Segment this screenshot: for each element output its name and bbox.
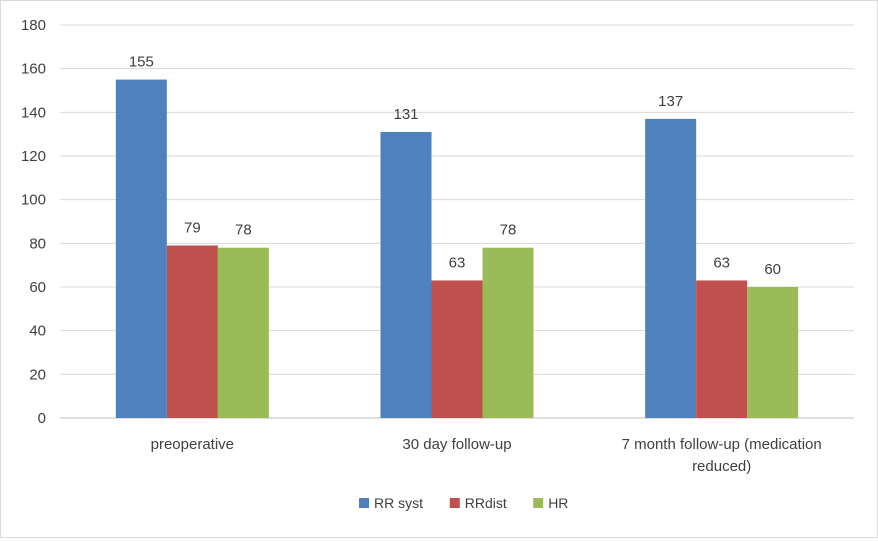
legend-swatch [359,498,369,508]
y-tick-label: 180 [21,17,46,34]
data-label: 155 [129,54,154,71]
bar [696,280,748,418]
x-tick-label: preoperative [151,436,234,453]
bar [166,245,218,418]
data-label: 63 [713,254,730,271]
bar [217,247,269,418]
legend-label: RR syst [374,495,423,511]
data-label: 137 [658,93,683,110]
legend-swatch [449,498,460,508]
bar [431,280,483,418]
data-label: 79 [184,220,201,237]
bar [482,247,534,418]
data-label: 78 [500,222,517,239]
x-tick-label: 7 month follow-up (medication [622,436,822,453]
bar [645,118,697,418]
y-tick-label: 40 [29,323,46,340]
bar [380,131,432,418]
y-tick-label: 60 [29,279,46,296]
legend-label: HR [548,495,568,511]
x-tick-label: 30 day follow-up [402,436,511,453]
y-tick-label: 120 [21,148,46,165]
bar [747,287,799,418]
y-tick-label: 160 [21,61,46,78]
data-label: 63 [449,254,466,271]
y-tick-label: 140 [21,104,46,121]
y-tick-label: 0 [38,410,46,427]
data-label: 131 [393,106,418,123]
data-label: 60 [764,261,781,278]
x-tick-label: reduced) [692,458,751,475]
legend-label: RRdist [465,495,507,511]
legend-swatch [533,498,544,508]
y-tick-label: 20 [29,366,46,383]
y-tick-label: 80 [29,235,46,252]
bar [115,79,167,418]
data-label: 78 [235,222,252,239]
y-tick-label: 100 [21,192,46,209]
